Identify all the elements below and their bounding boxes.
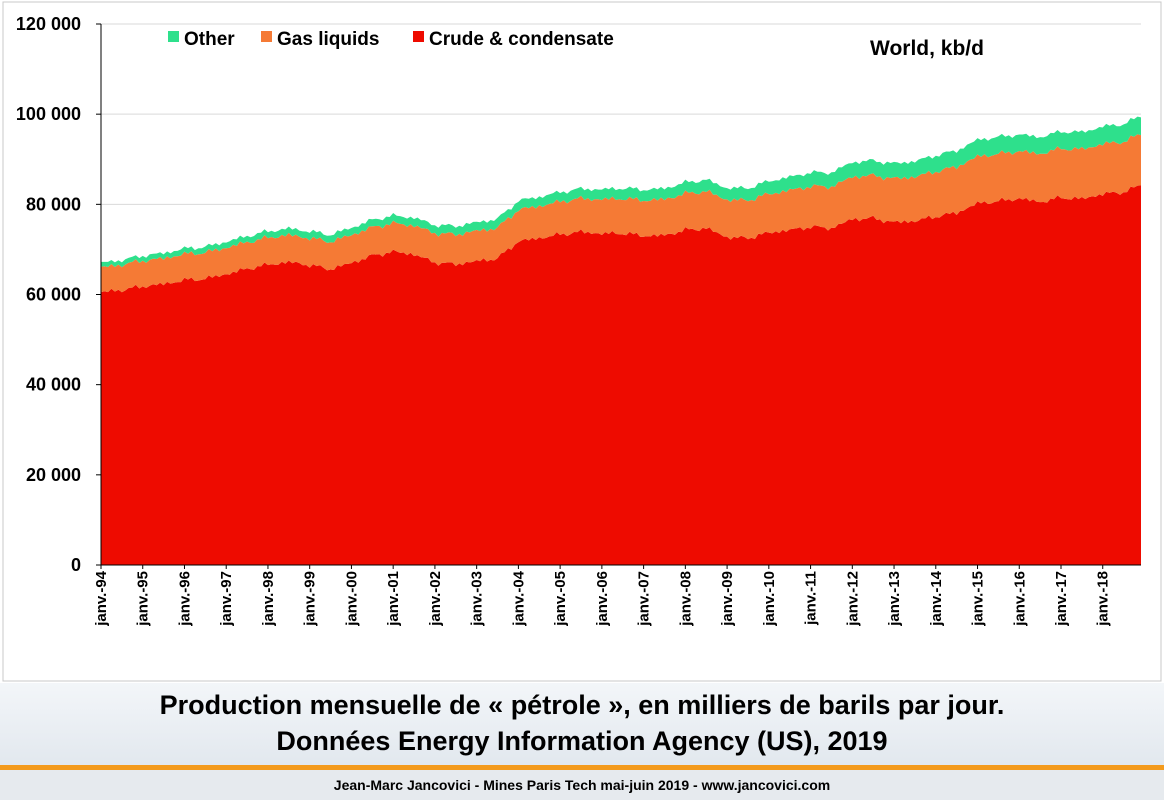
legend-label-crude: Crude & condensate — [429, 29, 614, 50]
x-tick-label: janv.-02 — [427, 571, 444, 627]
x-tick-label: janv.-17 — [1053, 571, 1070, 627]
x-tick-label: janv.-07 — [636, 571, 653, 627]
x-tick-label: janv.-15 — [970, 571, 987, 627]
y-tick-label: 20 000 — [26, 465, 81, 485]
x-tick-label: janv.-16 — [1011, 571, 1028, 627]
x-tick-label: janv.-03 — [469, 571, 486, 627]
footer: Jean-Marc Jancovici - Mines Paris Tech m… — [0, 770, 1164, 800]
legend-swatch-other — [168, 31, 179, 42]
x-tick-label: janv.-01 — [385, 571, 402, 627]
x-tick-label: janv.-13 — [886, 571, 903, 627]
x-tick-label: janv.-99 — [302, 571, 319, 627]
x-tick-label: janv.-10 — [761, 571, 778, 627]
x-tick-labels: janv.-94 janv.-95 janv.-96 janv.-97 janv.-98… — [93, 565, 1112, 627]
x-tick-label: janv.-94 — [93, 570, 110, 626]
legend-swatch-gas-liquids — [261, 31, 272, 42]
caption-line-1: Production mensuelle de « pétrole », en … — [159, 690, 1005, 720]
x-tick-label: janv.-11 — [803, 571, 820, 626]
y-tick-label: 60 000 — [26, 285, 81, 305]
x-tick-label: janv.-12 — [844, 571, 861, 627]
y-tick-label: 40 000 — [26, 375, 81, 395]
x-tick-label: janv.-97 — [218, 571, 235, 627]
x-tick-label: janv.-05 — [552, 571, 569, 627]
area-gas-liquids — [101, 134, 1141, 293]
area-other — [101, 116, 1141, 268]
legend-label-other: Other — [184, 29, 235, 50]
caption-panel: Production mensuelle de « pétrole », en … — [0, 683, 1164, 765]
area-series-group — [101, 116, 1141, 565]
x-tick-label: janv.-96 — [176, 571, 193, 627]
legend-swatch-crude — [413, 31, 424, 42]
x-tick-label: janv.-00 — [343, 571, 360, 627]
caption-line-2: Données Energy Information Agency (US), … — [276, 726, 888, 756]
x-tick-label: janv.-18 — [1095, 571, 1112, 627]
x-tick-label: janv.-14 — [928, 570, 945, 626]
y-tick-labels: 0 20 000 40 000 60 000 80 000 100 000 120 000 — [16, 14, 101, 575]
accent-divider — [0, 765, 1164, 770]
x-tick-label: janv.-95 — [135, 571, 152, 627]
x-tick-label: janv.-98 — [260, 571, 277, 627]
chart-title: World, kb/d — [870, 37, 984, 60]
y-tick-label: 80 000 — [26, 194, 81, 214]
footer-credit: Jean-Marc Jancovici - Mines Paris Tech m… — [333, 777, 831, 793]
x-tick-label: janv.-04 — [510, 570, 527, 626]
y-tick-label: 0 — [71, 555, 81, 575]
x-tick-label: janv.-06 — [594, 571, 611, 627]
legend: Other Gas liquids Crude & condensate — [168, 29, 614, 50]
y-tick-label: 100 000 — [16, 104, 81, 124]
area-crude-condensate — [101, 185, 1141, 565]
x-tick-label: janv.-09 — [719, 571, 736, 627]
legend-label-gas-liquids: Gas liquids — [277, 29, 379, 50]
x-tick-label: janv.-08 — [677, 571, 694, 627]
y-tick-label: 120 000 — [16, 14, 81, 34]
